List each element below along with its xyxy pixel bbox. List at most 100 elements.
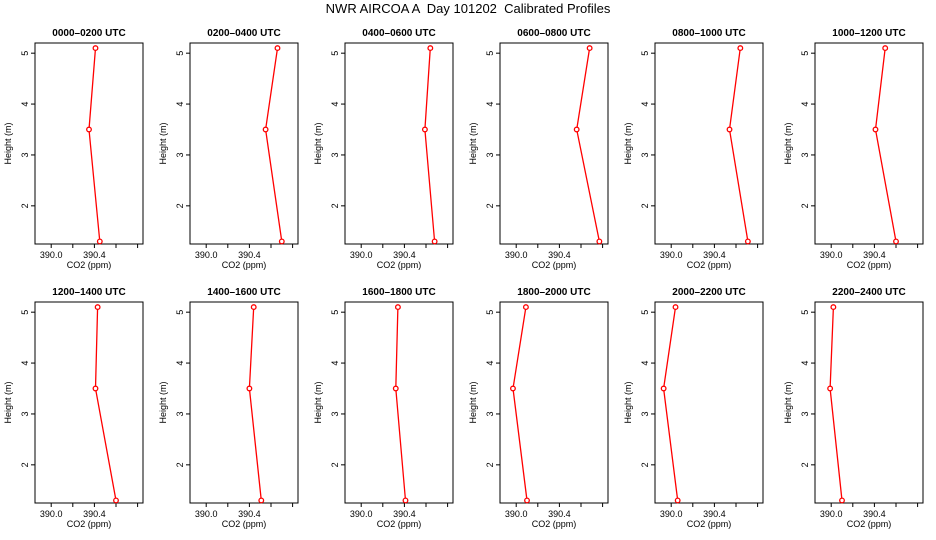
data-point xyxy=(258,497,265,504)
profile-line xyxy=(88,48,101,242)
data-point xyxy=(94,304,101,311)
data-point xyxy=(744,238,751,245)
plot-frame xyxy=(814,301,924,504)
data-point xyxy=(113,497,119,504)
x-tick-label: 390.4 xyxy=(83,250,106,260)
y-tick-label: 2 xyxy=(175,462,185,467)
y-axis-label: Height (m) xyxy=(158,381,168,423)
y-tick-label: 2 xyxy=(800,462,810,467)
profile-line xyxy=(576,47,601,242)
data-point xyxy=(726,126,733,133)
data-point xyxy=(427,45,434,52)
y-tick-label: 4 xyxy=(20,361,30,366)
y-tick-label: 2 xyxy=(330,203,340,208)
plot-frame xyxy=(189,301,299,504)
x-axis-label: CO2 (ppm) xyxy=(377,519,422,529)
y-axis-label: Height (m) xyxy=(3,122,13,164)
data-point xyxy=(893,238,899,245)
y-tick-label: 5 xyxy=(20,51,30,56)
profile-line xyxy=(728,48,749,242)
data-point xyxy=(524,497,530,504)
x-tick-label: 390.0 xyxy=(660,509,683,519)
y-tick-label: 3 xyxy=(20,152,30,157)
data-point xyxy=(596,238,603,245)
data-point xyxy=(672,304,679,311)
plot-frame xyxy=(654,301,764,504)
panel-title: 2200–2400 UTC xyxy=(832,287,905,298)
x-tick-label: 390.0 xyxy=(195,509,218,519)
y-tick-label: 5 xyxy=(175,310,185,315)
panel-title: 1200–1400 UTC xyxy=(52,287,125,298)
y-tick-label: 2 xyxy=(485,462,495,467)
x-tick-label: 390.4 xyxy=(863,509,886,519)
panel-10: 1800–2000 UTC 390.0 390.4 2 3 4 5 CO2 (ppm) Heig… xyxy=(468,287,609,529)
y-axis-label: Height (m) xyxy=(783,381,793,423)
y-tick-label: 4 xyxy=(800,102,810,107)
y-tick-label: 4 xyxy=(485,102,495,107)
y-tick-label: 2 xyxy=(175,203,185,208)
x-tick-label: 390.4 xyxy=(238,250,261,260)
panel-title: 1800–2000 UTC xyxy=(517,287,590,298)
plot-frame xyxy=(344,301,454,504)
y-tick-label: 4 xyxy=(640,102,650,107)
x-tick-label: 390.4 xyxy=(393,509,416,519)
data-point xyxy=(660,385,667,392)
y-tick-label: 5 xyxy=(640,51,650,56)
y-tick-label: 2 xyxy=(330,462,340,467)
y-tick-label: 3 xyxy=(640,411,650,416)
panel-2: 0200–0400 UTC 390.0 390.4 2 3 4 5 CO2 (ppm) Heig… xyxy=(158,28,299,270)
panel-1: 0000–0200 UTC 390.0 390.4 2 3 4 5 CO2 (ppm) Heig… xyxy=(3,28,144,270)
panel-title: 0000–0200 UTC xyxy=(52,28,125,39)
y-tick-label: 2 xyxy=(800,203,810,208)
plot-frame xyxy=(344,42,454,245)
y-axis-label: Height (m) xyxy=(158,122,168,164)
y-tick-label: 3 xyxy=(20,411,30,416)
panel-title: 1000–1200 UTC xyxy=(832,28,905,39)
x-tick-label: 390.0 xyxy=(505,509,528,519)
y-tick-label: 3 xyxy=(485,411,495,416)
profile-line xyxy=(94,307,117,501)
data-point xyxy=(510,385,516,392)
y-tick-label: 2 xyxy=(20,462,30,467)
data-point xyxy=(278,238,285,245)
profile-line xyxy=(829,307,843,501)
plot-frame xyxy=(814,42,924,245)
x-axis-label: CO2 (ppm) xyxy=(67,260,112,270)
y-axis-label: Height (m) xyxy=(3,381,13,423)
y-tick-label: 2 xyxy=(485,203,495,208)
panel-12: 2200–2400 UTC 390.0 390.4 2 3 4 5 CO2 (ppm) Heig… xyxy=(783,287,924,529)
y-axis-label: Height (m) xyxy=(468,122,478,164)
x-tick-label: 390.0 xyxy=(820,250,843,260)
x-tick-label: 390.0 xyxy=(820,509,843,519)
data-point xyxy=(96,238,103,245)
plot-frame xyxy=(499,42,609,245)
panel-title: 0200–0400 UTC xyxy=(207,28,280,39)
y-tick-label: 5 xyxy=(175,51,185,56)
y-tick-label: 2 xyxy=(640,203,650,208)
y-tick-label: 5 xyxy=(330,51,340,56)
panel-9: 1600–1800 UTC 390.0 390.4 2 3 4 5 CO2 (ppm) Heig… xyxy=(313,287,454,529)
x-tick-label: 390.4 xyxy=(703,250,726,260)
data-point xyxy=(827,385,834,392)
panel-title: 0800–1000 UTC xyxy=(672,28,745,39)
y-tick-label: 3 xyxy=(330,152,340,157)
data-point xyxy=(274,45,281,52)
profile-line xyxy=(248,307,262,501)
data-point xyxy=(392,385,399,392)
plot-frame xyxy=(189,42,299,245)
y-axis-label: Height (m) xyxy=(313,122,323,164)
x-axis-label: CO2 (ppm) xyxy=(847,260,892,270)
panel-4: 0600–0800 UTC 390.0 390.4 2 3 4 5 CO2 (ppm) Heig… xyxy=(468,28,609,270)
y-tick-label: 4 xyxy=(800,361,810,366)
y-tick-label: 4 xyxy=(330,102,340,107)
y-tick-label: 5 xyxy=(640,310,650,315)
x-tick-label: 390.0 xyxy=(505,250,528,260)
panel-8: 1400–1600 UTC 390.0 390.4 2 3 4 5 CO2 (ppm) Heig… xyxy=(158,287,299,529)
y-axis-label: Height (m) xyxy=(468,381,478,423)
x-tick-label: 390.4 xyxy=(703,509,726,519)
y-tick-label: 5 xyxy=(485,310,495,315)
panel-11: 2000–2200 UTC 390.0 390.4 2 3 4 5 CO2 (ppm) Heig… xyxy=(623,287,764,529)
x-axis-label: CO2 (ppm) xyxy=(222,519,267,529)
data-point xyxy=(402,497,409,504)
